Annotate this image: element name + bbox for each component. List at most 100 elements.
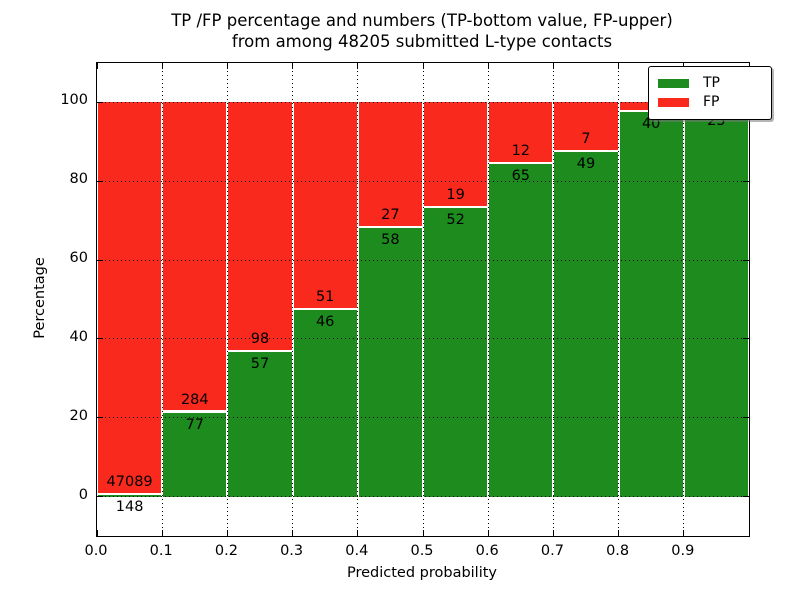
fp-count-label: 12	[511, 142, 531, 159]
fp-bar-segment	[228, 102, 292, 352]
grid-line-vertical	[683, 63, 685, 536]
grid-line-horizontal	[97, 101, 749, 103]
chart-title-line1: TP /FP percentage and numbers (TP-bottom…	[171, 11, 673, 30]
x-tick-label: 0.6	[475, 543, 499, 559]
x-tick-label: 0.4	[345, 543, 369, 559]
tp-count-label: 65	[511, 167, 531, 184]
tp-bar-segment	[684, 108, 748, 497]
grid-line-horizontal	[97, 496, 749, 498]
grid-line-vertical	[292, 63, 294, 536]
fp-color-swatch	[658, 97, 689, 107]
y-tick-label: 40	[69, 328, 88, 345]
grid-line-vertical	[618, 63, 620, 536]
x-tick-mark-top	[161, 63, 163, 69]
tp-bar-segment	[98, 495, 162, 497]
plot-area: 4708914828477985751462758195212657491402…	[96, 62, 750, 537]
x-tick-mark	[552, 530, 554, 536]
tp-count-label: 57	[250, 355, 270, 372]
grid-line-vertical	[161, 63, 163, 536]
x-tick-mark	[683, 530, 685, 536]
grid-line-vertical	[552, 63, 554, 536]
legend-entry-fp: FP	[658, 94, 762, 110]
x-tick-mark-top	[226, 63, 228, 69]
x-tick-mark-top	[292, 63, 294, 69]
tp-bar-segment	[489, 163, 553, 497]
tp-count-label: 77	[185, 416, 205, 433]
y-tick-mark	[97, 101, 103, 103]
grid-line-horizontal	[97, 180, 749, 182]
x-tick-mark-top	[422, 63, 424, 69]
tp-count-label: 52	[446, 211, 465, 228]
tp-bar-segment	[228, 351, 292, 497]
y-tick-mark-right	[743, 338, 749, 340]
tp-count-label: 58	[381, 231, 400, 248]
fp-bar-segment	[489, 102, 553, 164]
x-tick-mark	[96, 530, 98, 536]
grid-line-vertical	[357, 63, 359, 536]
fp-count-label: 27	[381, 206, 400, 223]
y-tick-mark	[97, 259, 103, 261]
y-tick-label: 0	[78, 486, 88, 503]
fp-bar-segment	[554, 102, 618, 152]
x-tick-mark	[292, 530, 294, 536]
y-tick-mark	[97, 180, 103, 182]
grid-line-vertical	[226, 63, 228, 536]
y-tick-mark	[97, 338, 103, 340]
grid-line-vertical	[422, 63, 424, 536]
x-tick-mark-top	[96, 63, 98, 69]
fp-count-label: 51	[315, 288, 335, 305]
grid-line-vertical	[487, 63, 489, 536]
tp-count-label: 40	[641, 116, 661, 133]
grid-line-horizontal	[97, 259, 749, 261]
fp-bar-segment	[358, 102, 422, 228]
fp-bar-segment	[163, 102, 227, 413]
y-tick-mark-right	[743, 417, 749, 419]
x-tick-label: 0.8	[606, 543, 630, 559]
x-tick-mark	[226, 530, 228, 536]
y-tick-mark	[97, 417, 103, 419]
tp-bar-segment	[619, 112, 683, 497]
tp-bar-segment	[163, 412, 227, 497]
legend: TP FP	[648, 66, 772, 120]
x-tick-mark	[422, 530, 424, 536]
x-tick-mark	[487, 530, 489, 536]
fp-count-label: 98	[250, 330, 270, 347]
tp-count-label: 148	[115, 499, 144, 516]
fp-bar-segment	[293, 102, 357, 310]
x-tick-mark	[618, 530, 620, 536]
x-tick-mark-top	[552, 63, 554, 69]
x-tick-label: 0.0	[84, 543, 108, 559]
x-tick-label: 0.7	[540, 543, 564, 559]
legend-entry-tp: TP	[658, 75, 762, 91]
tp-bar-segment	[554, 151, 618, 497]
fp-count-label: 19	[446, 186, 465, 203]
x-axis-label: Predicted probability	[346, 565, 498, 581]
x-tick-mark-top	[357, 63, 359, 69]
y-tick-label: 60	[69, 250, 88, 267]
x-tick-label: 0.9	[671, 543, 695, 559]
tp-count-label: 46	[315, 313, 335, 330]
fp-count-label: 284	[180, 391, 209, 408]
y-axis-label: Percentage	[32, 257, 48, 339]
tp-bar-segment	[293, 309, 357, 497]
y-tick-label: 20	[69, 407, 88, 424]
y-tick-label: 80	[69, 171, 88, 188]
y-tick-mark	[97, 496, 103, 498]
x-tick-label: 0.3	[280, 543, 304, 559]
x-tick-label: 0.5	[410, 543, 434, 559]
tp-bar-segment	[424, 207, 488, 497]
chart-title: TP /FP percentage and numbers (TP-bottom…	[96, 10, 748, 52]
x-tick-label: 0.1	[149, 543, 173, 559]
legend-label-tp: TP	[703, 75, 720, 91]
fp-bar-segment	[424, 102, 488, 208]
grid-line-horizontal	[97, 417, 749, 419]
grid-line-horizontal	[97, 338, 749, 340]
x-tick-mark	[357, 530, 359, 536]
tp-count-label: 49	[576, 155, 596, 172]
fp-bar-segment	[98, 102, 162, 496]
x-tick-mark	[161, 530, 163, 536]
tp-color-swatch	[658, 78, 689, 88]
y-tick-mark-right	[743, 496, 749, 498]
x-tick-mark-top	[487, 63, 489, 69]
